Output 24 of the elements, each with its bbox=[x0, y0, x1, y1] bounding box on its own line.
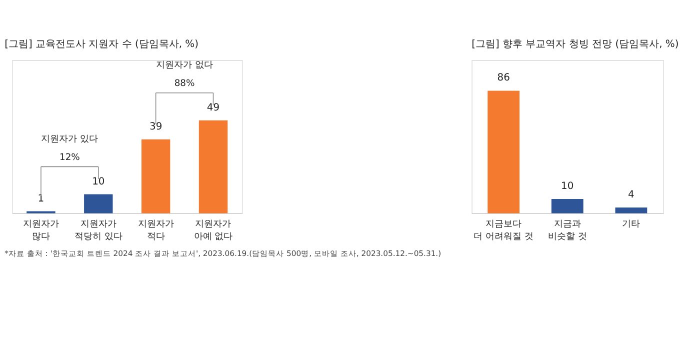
text: 지원자가 없다 bbox=[156, 60, 213, 71]
data-label: 1 bbox=[38, 193, 44, 204]
chart-title: [그림] 향후 부교역자 청빙 전망 (담임목사, %) bbox=[472, 39, 679, 50]
x-tick-label: 지원자가 적다 bbox=[138, 218, 174, 242]
x-tick-label: 지금보다 더 어려워질 것 bbox=[474, 218, 534, 242]
bar bbox=[198, 120, 228, 214]
data-label: 10 bbox=[561, 181, 574, 192]
annotation: 지원자가 있다 bbox=[41, 133, 98, 144]
annotation: 12% bbox=[59, 152, 80, 163]
data-label: 39 bbox=[149, 121, 162, 132]
x-tick-label: 지금과 비슷할 것 bbox=[548, 218, 587, 242]
bar bbox=[141, 139, 170, 214]
chart-title: [그림] 교육전도사 지원자 수 (담임목사, %) bbox=[4, 38, 199, 50]
data-label: 49 bbox=[206, 102, 220, 114]
bar bbox=[84, 194, 113, 214]
x-tick-label: 지원자가 적당히 있다 bbox=[74, 218, 122, 242]
data-label: 86 bbox=[497, 72, 510, 84]
text: 88% bbox=[174, 78, 196, 89]
data-label: 10 bbox=[92, 176, 105, 188]
x-tick-label: 지원자가 많다 bbox=[22, 218, 59, 242]
x-tick-label: 기타 bbox=[622, 218, 640, 230]
data-label: 4 bbox=[628, 190, 634, 201]
text: *자료 출처 : '한국교회 트렌드 2024 조사 결과 보고서', 2023.06.19.(담임목사 500명, 모바일 조사, 2023.05.12.~05.31.) bbox=[4, 249, 442, 258]
x-tick-label: 지원자가 아예 없다 bbox=[194, 218, 233, 242]
